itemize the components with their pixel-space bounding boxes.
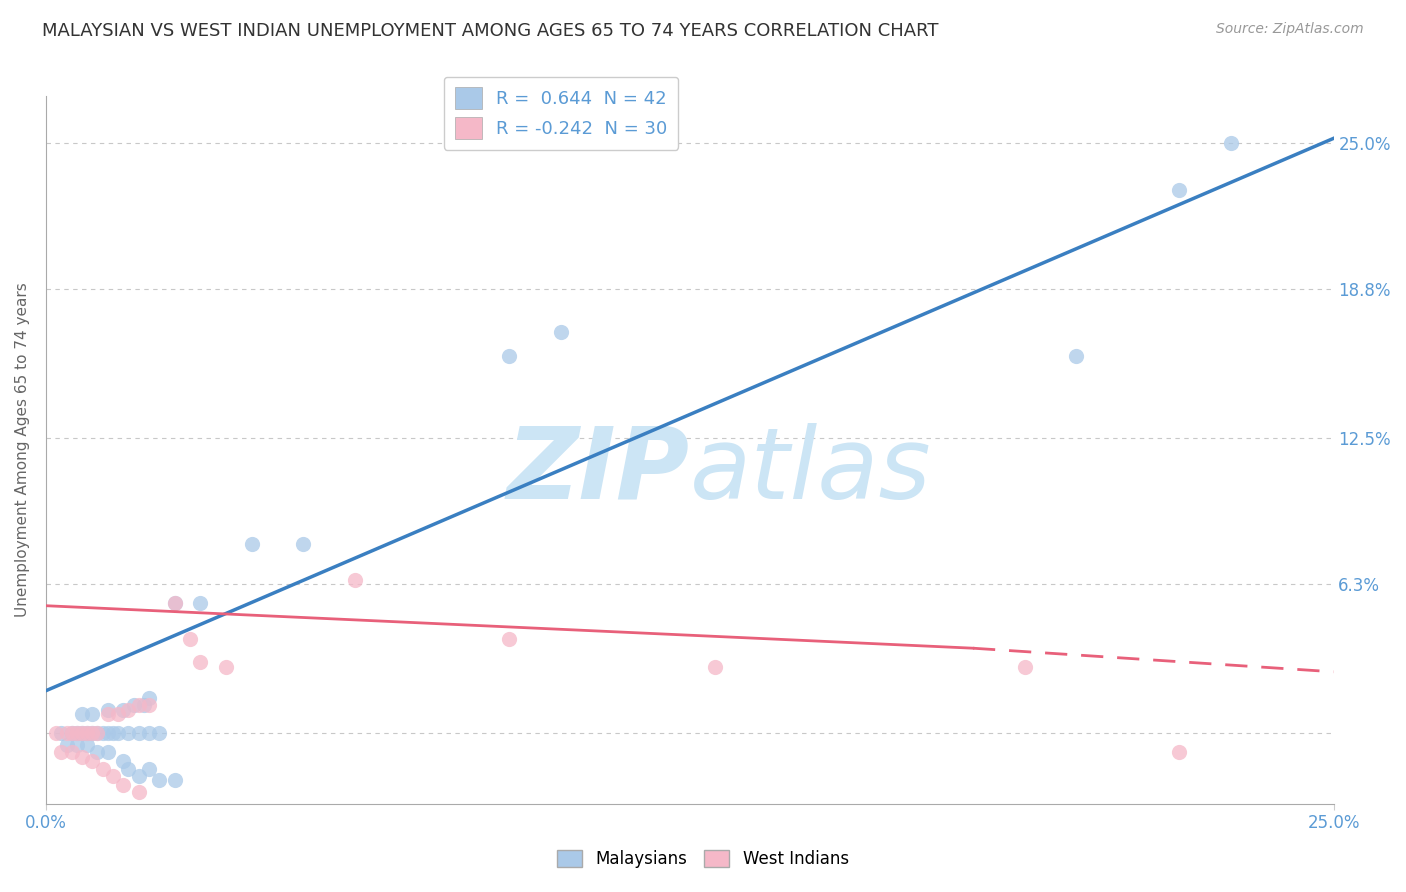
Point	[343, 573, 366, 587]
Point	[1168, 183, 1191, 197]
Point	[122, 698, 145, 712]
Text: ZIP: ZIP	[506, 423, 690, 520]
Point	[55, 726, 77, 740]
Point	[138, 762, 160, 776]
Point	[128, 769, 150, 783]
Point	[148, 773, 170, 788]
Point	[97, 707, 120, 722]
Point	[1064, 349, 1087, 363]
Point	[107, 726, 129, 740]
Point	[101, 769, 124, 783]
Point	[128, 698, 150, 712]
Text: MALAYSIAN VS WEST INDIAN UNEMPLOYMENT AMONG AGES 65 TO 74 YEARS CORRELATION CHAR: MALAYSIAN VS WEST INDIAN UNEMPLOYMENT AM…	[42, 22, 939, 40]
Point	[101, 726, 124, 740]
Point	[498, 632, 520, 646]
Point	[1168, 745, 1191, 759]
Point	[60, 726, 83, 740]
Point	[117, 702, 139, 716]
Point	[86, 726, 108, 740]
Point	[51, 745, 73, 759]
Point	[76, 738, 98, 752]
Text: Source: ZipAtlas.com: Source: ZipAtlas.com	[1216, 22, 1364, 37]
Point	[91, 726, 114, 740]
Point	[51, 726, 73, 740]
Point	[66, 738, 89, 752]
Point	[82, 755, 104, 769]
Text: atlas: atlas	[690, 423, 931, 520]
Point	[66, 726, 89, 740]
Point	[117, 726, 139, 740]
Legend: R =  0.644  N = 42, R = -0.242  N = 30: R = 0.644 N = 42, R = -0.242 N = 30	[444, 77, 678, 150]
Point	[70, 726, 93, 740]
Point	[97, 726, 120, 740]
Point	[55, 738, 77, 752]
Point	[1014, 660, 1036, 674]
Point	[112, 755, 135, 769]
Point	[91, 762, 114, 776]
Point	[107, 707, 129, 722]
Point	[66, 726, 89, 740]
Point	[86, 726, 108, 740]
Point	[70, 749, 93, 764]
Point	[82, 707, 104, 722]
Point	[163, 773, 186, 788]
Point	[86, 745, 108, 759]
Y-axis label: Unemployment Among Ages 65 to 74 years: Unemployment Among Ages 65 to 74 years	[15, 283, 30, 617]
Point	[240, 537, 263, 551]
Point	[190, 656, 212, 670]
Point	[704, 660, 727, 674]
Point	[45, 726, 67, 740]
Point	[112, 778, 135, 792]
Point	[128, 785, 150, 799]
Point	[112, 702, 135, 716]
Point	[190, 596, 212, 610]
Point	[60, 726, 83, 740]
Point	[60, 745, 83, 759]
Point	[97, 702, 120, 716]
Point	[498, 349, 520, 363]
Point	[179, 632, 201, 646]
Point	[70, 707, 93, 722]
Point	[132, 698, 155, 712]
Point	[163, 596, 186, 610]
Point	[138, 690, 160, 705]
Point	[97, 745, 120, 759]
Point	[1219, 136, 1241, 150]
Point	[117, 762, 139, 776]
Point	[82, 726, 104, 740]
Point	[70, 726, 93, 740]
Point	[292, 537, 315, 551]
Point	[82, 726, 104, 740]
Point	[128, 726, 150, 740]
Point	[215, 660, 238, 674]
Point	[138, 698, 160, 712]
Point	[148, 726, 170, 740]
Point	[550, 325, 572, 339]
Legend: Malaysians, West Indians: Malaysians, West Indians	[551, 843, 855, 875]
Point	[76, 726, 98, 740]
Point	[163, 596, 186, 610]
Point	[138, 726, 160, 740]
Point	[76, 726, 98, 740]
